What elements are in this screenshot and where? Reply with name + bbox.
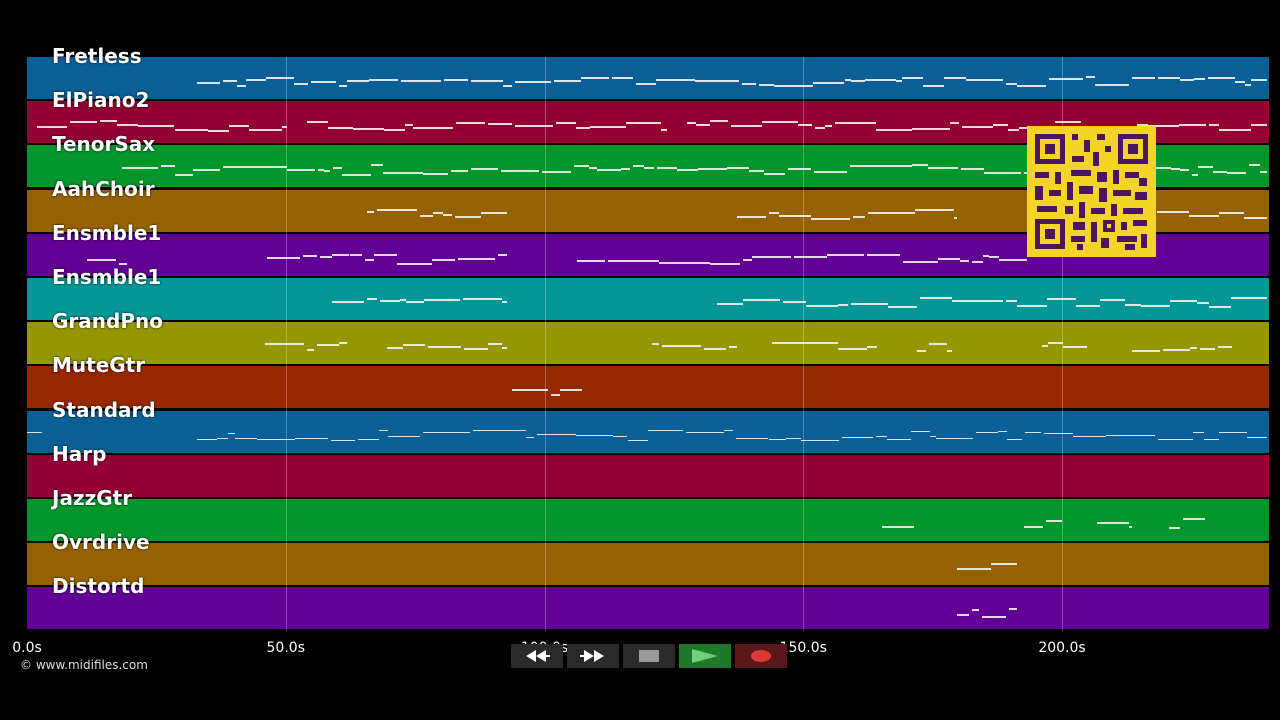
record-button[interactable] xyxy=(735,644,787,668)
qr-code-graphic xyxy=(1035,134,1148,250)
stop-button[interactable] xyxy=(623,644,675,668)
track-lane xyxy=(27,454,1269,499)
play-button[interactable] xyxy=(679,644,731,668)
play-icon xyxy=(692,649,718,663)
track-lane xyxy=(27,587,1269,632)
track-label: GrandPno xyxy=(52,309,163,334)
time-tick-label: 0.0s xyxy=(12,640,42,656)
track-lane xyxy=(27,366,1269,411)
fast-forward-button[interactable] xyxy=(567,644,619,668)
track-lane xyxy=(27,499,1269,543)
track-lane xyxy=(27,410,1269,455)
fast-forward-icon xyxy=(580,650,604,662)
stop-icon xyxy=(639,650,659,662)
track-label: Fretless xyxy=(52,44,142,68)
time-tick-label: 150.0s xyxy=(779,640,827,656)
track-lane xyxy=(27,322,1269,367)
track-label: TenorSax xyxy=(52,132,156,157)
track-lane xyxy=(27,543,1269,588)
playback-controls xyxy=(511,644,787,668)
track-label: Ensmble1 xyxy=(52,265,162,289)
track-label: Standard xyxy=(52,397,156,422)
record-icon xyxy=(751,650,771,662)
track-label: JazzGtr xyxy=(52,486,133,510)
time-tick-label: 200.0s xyxy=(1038,640,1086,656)
track-label: Ensmble1 xyxy=(52,220,162,245)
track-label: Distortd xyxy=(52,574,145,599)
track-lane xyxy=(27,278,1269,322)
track-lane xyxy=(27,57,1269,101)
rewind-icon xyxy=(526,650,550,662)
track-label: Harp xyxy=(52,441,107,466)
time-tick-label: 50.0s xyxy=(266,640,305,656)
rewind-button[interactable] xyxy=(511,644,563,668)
copyright-text: © www.midifiles.com xyxy=(20,658,148,672)
track-label: Ovrdrive xyxy=(52,530,150,555)
track-label: ElPiano2 xyxy=(52,88,150,113)
track-label: AahChoir xyxy=(52,176,155,201)
track-label: MuteGtr xyxy=(52,353,146,378)
qr-code xyxy=(1027,126,1156,257)
